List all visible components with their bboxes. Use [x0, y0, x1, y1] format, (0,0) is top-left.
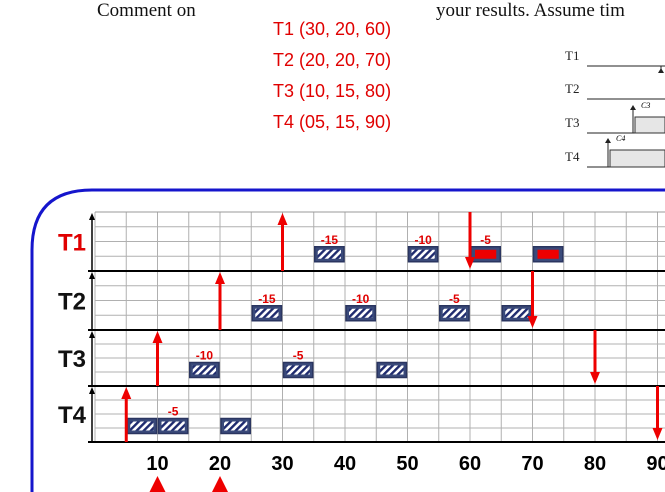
axis-arrow-icon — [89, 331, 95, 338]
mini-block-t3 — [634, 116, 665, 134]
arrival-arrow-icon — [277, 213, 288, 225]
task-spec-t2: T2 (20, 20, 70) — [273, 50, 392, 70]
x-tick-label: 20 — [209, 453, 231, 475]
row-label: T2 — [58, 289, 86, 316]
block-label: -5 — [168, 405, 179, 419]
deadline-arrow-icon — [465, 257, 475, 269]
hatched-block-fill — [192, 365, 216, 375]
arrival-arrow-icon — [215, 272, 225, 284]
block-label: -10 — [352, 292, 370, 306]
task-spec-t4: T4 (05, 15, 90) — [273, 112, 392, 132]
bottom-arrow-icon — [149, 476, 166, 492]
deadline-arrow-icon — [527, 316, 538, 328]
chart-marks — [121, 212, 663, 492]
row-label: T1 — [58, 230, 86, 257]
axis-arrow-icon — [89, 387, 95, 394]
hatched-block-fill — [255, 308, 279, 318]
task-spec-t1: T1 (30, 20, 60) — [273, 19, 392, 39]
block-label: -10 — [196, 349, 214, 363]
chart-labels: T1 -15 -10 -5 T2 -15 -10 -5 T3 -10 -5 T4 -5 10 20 30 40 5… — [58, 230, 665, 476]
row-label: T4 — [58, 402, 87, 429]
x-tick-label: 10 — [146, 453, 168, 475]
axis-arrow-icon — [89, 213, 95, 220]
hatched-block-fill — [380, 365, 404, 375]
deadline-arrow-icon — [590, 372, 600, 384]
solid-block-fill — [475, 249, 497, 259]
row-label: T3 — [58, 346, 86, 373]
block-label: -15 — [321, 233, 339, 247]
task-spec-t3: T3 (10, 15, 80) — [273, 81, 392, 101]
bottom-arrow-icon — [212, 476, 228, 492]
header-right-text: your results. Assume tim — [436, 0, 625, 21]
hatched-block-fill — [130, 421, 154, 431]
x-tick-label: 70 — [521, 453, 543, 475]
hatched-block-fill — [505, 308, 529, 318]
mini-sub-label-c3: C3 — [641, 101, 651, 110]
block-label: -5 — [480, 233, 491, 247]
hatched-block-fill — [286, 365, 310, 375]
rounded-frame — [30, 188, 665, 492]
mini-label-t3: T3 — [565, 115, 580, 130]
deadline-arrow-icon — [652, 428, 663, 440]
block-label: -15 — [258, 292, 276, 306]
hatched-block-fill — [349, 308, 373, 318]
chart-grid — [94, 211, 665, 442]
arrival-arrow-icon — [121, 387, 132, 399]
header-left-text: Comment on — [97, 0, 196, 21]
hatched-block-fill — [161, 421, 185, 431]
arrival-arrow-icon — [152, 331, 163, 343]
mini-arrow-icon — [658, 68, 664, 73]
x-tick-label: 50 — [396, 453, 418, 475]
mini-label-t1: T1 — [565, 48, 580, 63]
solid-block-fill — [537, 249, 559, 259]
x-tick-label: 80 — [584, 453, 606, 475]
mini-sub-label-c4: C4 — [616, 134, 626, 143]
mini-block-t4 — [609, 149, 665, 168]
mini-timeline — [587, 65, 665, 168]
x-tick-label: 60 — [459, 453, 481, 475]
block-label: -5 — [449, 292, 460, 306]
hatched-block-fill — [411, 249, 435, 259]
x-tick-label: 40 — [334, 453, 356, 475]
mini-arrow-icon — [605, 138, 611, 143]
chart-rows — [88, 213, 665, 443]
x-tick-label: 90 — [646, 453, 665, 475]
block-label: -5 — [293, 349, 304, 363]
mini-arrow-icon — [630, 105, 636, 110]
x-tick-label: 30 — [271, 453, 293, 475]
mini-label-t2: T2 — [565, 81, 580, 96]
axis-arrow-icon — [89, 272, 95, 279]
mini-label-t4: T4 — [565, 149, 580, 164]
block-label: -10 — [414, 233, 432, 247]
hatched-block-fill — [442, 308, 466, 318]
hatched-block-fill — [317, 249, 341, 259]
hatched-block-fill — [224, 421, 248, 431]
